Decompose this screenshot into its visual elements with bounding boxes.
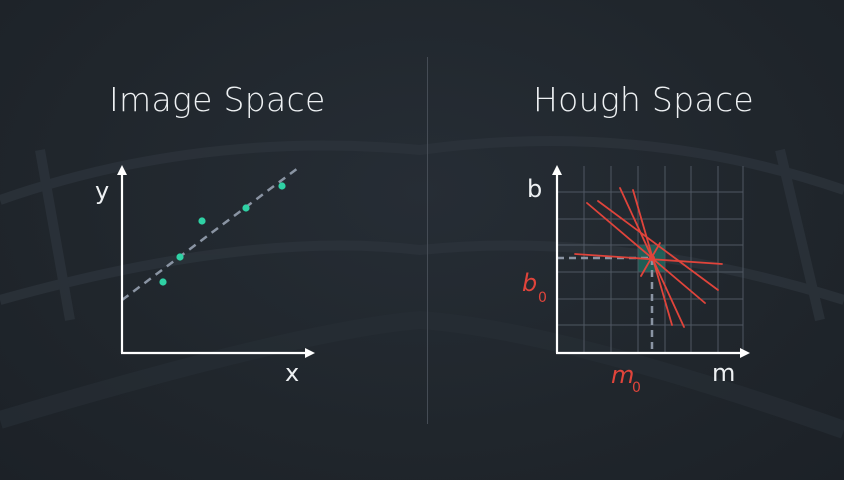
data-point (159, 278, 167, 286)
data-point (176, 253, 184, 261)
hough-lines (574, 187, 723, 328)
fitted-line (121, 167, 299, 301)
hough-space-title: Hough Space (533, 80, 754, 119)
hough-m-label: m (712, 359, 735, 387)
image-x-label: x (285, 359, 299, 387)
data-point (198, 217, 206, 225)
b0-subscript: 0 (538, 290, 547, 306)
hough-b-label: b (527, 175, 542, 203)
image-space-title: Image Space (109, 80, 326, 119)
m0-label: m (611, 361, 634, 389)
data-point (242, 204, 250, 212)
m0-subscript: 0 (632, 380, 641, 396)
b0-label: b (522, 269, 537, 297)
panel-divider (427, 57, 428, 424)
image-y-label: y (95, 177, 109, 205)
intersection-point (649, 255, 655, 261)
data-point (278, 182, 286, 190)
